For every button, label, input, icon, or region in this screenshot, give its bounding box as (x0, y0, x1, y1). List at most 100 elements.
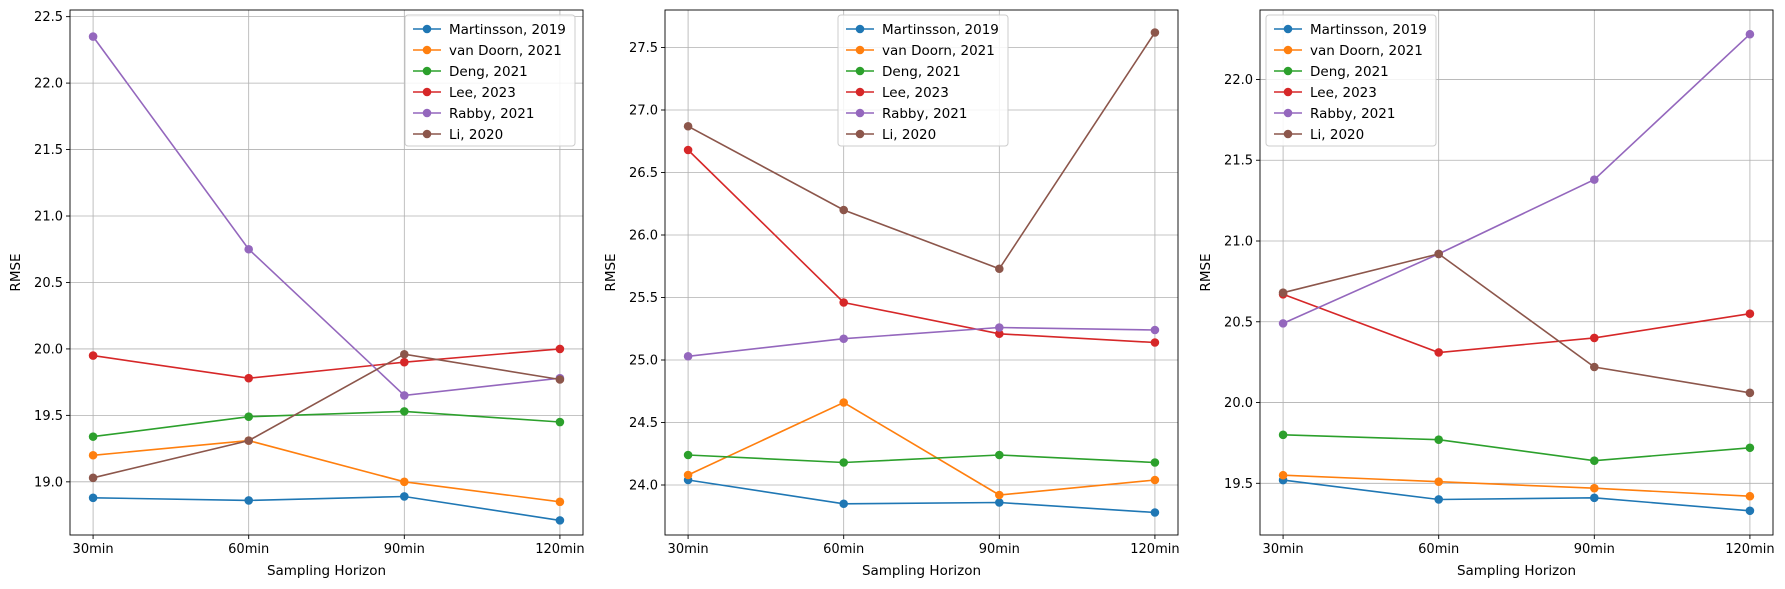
legend-entry: van Doorn, 2021 (1310, 43, 1423, 59)
data-point (1590, 175, 1599, 184)
y-tick-label: 21.5 (1224, 154, 1253, 169)
legend-entry: Rabby, 2021 (449, 106, 534, 122)
x-tick-label: 120min (1725, 542, 1774, 557)
y-tick-label: 24.0 (629, 479, 658, 494)
data-point (683, 145, 693, 155)
data-point (400, 349, 409, 359)
legend-swatch-marker (422, 129, 432, 139)
x-tick-label: 30min (73, 542, 114, 557)
chart-3: 30min 60min 90min 120min 19.5 20.0 20.5 21.0 21.… (1198, 9, 1775, 579)
data-point (244, 496, 253, 505)
x-axis-label: Sampling Horizon (862, 563, 981, 579)
data-point (995, 329, 1004, 339)
data-point (555, 497, 565, 507)
data-point (555, 516, 565, 525)
data-point (1278, 319, 1288, 328)
data-point (1590, 333, 1599, 343)
y-axis-label: RMSE (603, 253, 619, 291)
data-point (995, 450, 1004, 460)
plot-frame (1259, 9, 1774, 536)
legend-swatch-marker (855, 108, 865, 118)
legend-swatch-marker (1283, 108, 1293, 118)
legend: Martinsson, 2019 van Doorn, 2021 Deng, 202… (404, 14, 576, 147)
y-tick-label: 26.5 (629, 166, 658, 181)
data-point (1745, 491, 1755, 501)
y-tick-label: 21.5 (34, 143, 63, 158)
legend-swatch-marker (1283, 24, 1293, 34)
series-line-4 (92, 348, 560, 380)
legend: Martinsson, 2019 van Doorn, 2021 Deng, 202… (1265, 14, 1437, 147)
x-tick-label: 90min (1574, 542, 1615, 557)
data-point (1434, 495, 1443, 504)
series-line-1 (93, 495, 561, 522)
y-tick-label: 22.5 (34, 10, 63, 25)
legend-entry: Lee, 2023 (882, 85, 949, 101)
y-tick-label: 22.0 (1224, 73, 1253, 88)
chart-2: 30min 60min 90min 120min 24.0 24.5 25.0 25.5 26.… (603, 9, 1180, 579)
data-point (400, 391, 409, 400)
data-point (1590, 362, 1599, 372)
y-tick-label: 19.5 (1224, 477, 1253, 492)
data-point (1150, 475, 1160, 485)
plot-frame (69, 9, 584, 536)
data-point (1590, 456, 1599, 465)
data-point (683, 351, 693, 361)
data-point (1590, 483, 1599, 493)
data-point (1590, 493, 1599, 503)
y-axis-label: RMSE (1198, 253, 1214, 291)
legend-entry: Deng, 2021 (882, 64, 961, 80)
legend-entry: Rabby, 2021 (1310, 106, 1395, 122)
y-tick-label: 19.5 (34, 409, 63, 424)
legend-box (404, 14, 576, 147)
data-point (244, 373, 253, 383)
legend-box (837, 14, 1009, 147)
data-point (1434, 348, 1443, 357)
data-point (88, 450, 98, 460)
data-point (1278, 288, 1288, 297)
legend-entry: Lee, 2023 (1310, 85, 1377, 101)
y-tick-label: 27.5 (629, 41, 658, 56)
legend-swatch-marker (1283, 66, 1293, 76)
data-point (839, 458, 848, 467)
series-line-3 (1283, 434, 1750, 462)
data-point (839, 298, 848, 307)
legend-entry: Li, 2020 (449, 127, 503, 143)
y-tick-label: 25.5 (629, 291, 658, 306)
series-line-2 (93, 439, 561, 503)
legend-swatch-marker (422, 24, 432, 34)
data-point (839, 334, 848, 344)
data-point (839, 499, 848, 509)
legend-entry: van Doorn, 2021 (449, 43, 562, 59)
y-tick-label: 24.5 (629, 416, 658, 431)
y-tick-label: 20.0 (1224, 396, 1253, 411)
plot-frame (664, 9, 1179, 536)
series-line-6 (92, 353, 561, 479)
data-point (88, 493, 98, 503)
legend-swatch-marker (422, 66, 432, 76)
data-point (244, 412, 253, 422)
legend-swatch-marker (1283, 129, 1293, 139)
data-point (88, 432, 98, 441)
series-line-4 (1282, 293, 1751, 354)
y-tick-label: 19.0 (34, 475, 63, 490)
series-line-2 (1283, 474, 1750, 497)
legend-entry: Li, 2020 (1310, 127, 1364, 143)
series-line-5 (92, 36, 560, 397)
series-line-3 (92, 410, 560, 438)
data-point (244, 436, 253, 445)
legend-swatch-marker (422, 108, 432, 118)
legend-entry: van Doorn, 2021 (882, 43, 995, 59)
x-tick-label: 60min (823, 542, 864, 557)
data-point (400, 492, 409, 501)
data-point (88, 473, 98, 483)
data-point (1745, 443, 1755, 453)
data-point (1150, 458, 1160, 467)
legend-entry: Li, 2020 (882, 127, 936, 143)
data-point (88, 351, 98, 360)
data-point (555, 375, 565, 384)
series-line-5 (1282, 33, 1751, 325)
data-point (555, 344, 565, 354)
legend-entry: Deng, 2021 (1310, 64, 1389, 80)
legend-entry: Deng, 2021 (449, 64, 528, 80)
legend-swatch-marker (422, 87, 432, 97)
